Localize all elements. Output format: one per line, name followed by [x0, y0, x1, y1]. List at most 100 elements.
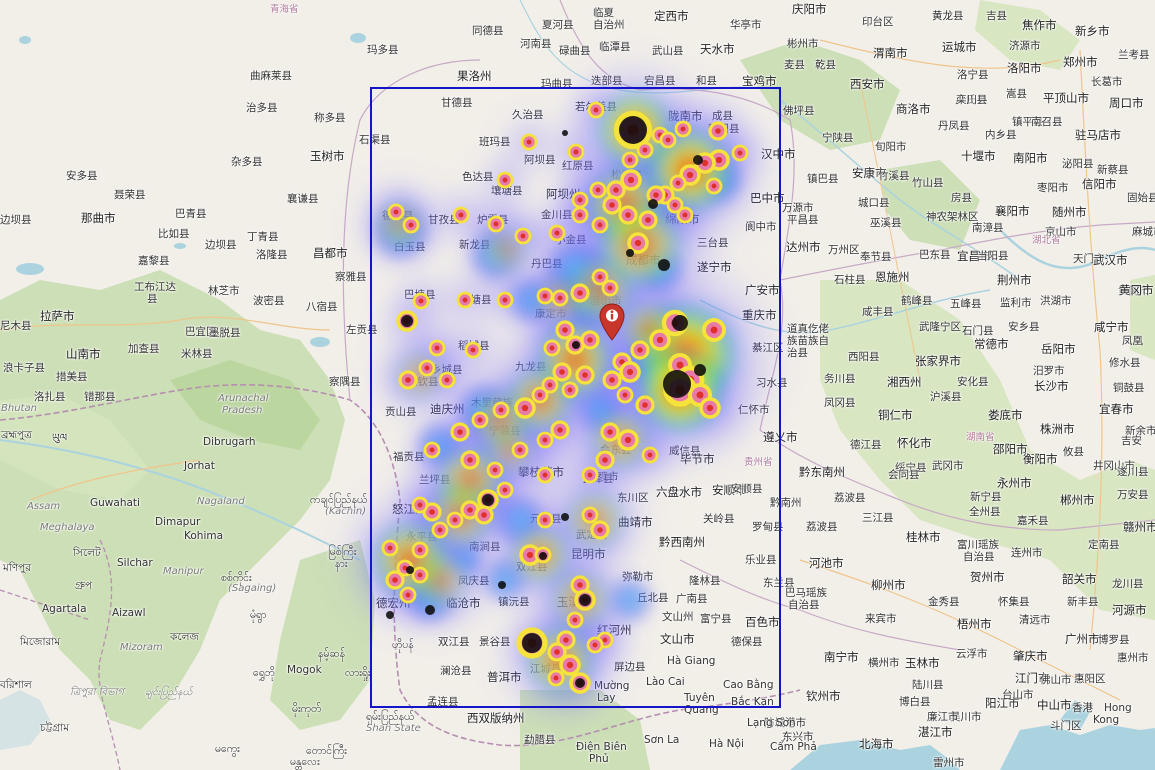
place-label: 东川区	[617, 492, 649, 504]
place-label: 中山市	[1037, 698, 1072, 712]
place-label: 江门市	[1015, 671, 1050, 685]
place-label: 襄阳市	[995, 204, 1030, 218]
place-label: 玉林市	[905, 656, 940, 670]
place-label: ဟိုပန်	[392, 639, 414, 651]
place-label: 石柱县	[834, 274, 866, 286]
info-marker-pin[interactable]	[599, 303, 625, 345]
place-label: 枣阳市	[1037, 182, 1069, 194]
place-label: Shan State	[366, 723, 421, 734]
place-label: চট্টগ্রাম	[40, 722, 70, 734]
place-label: 波密县	[253, 295, 285, 307]
place-label: 米林县	[181, 348, 213, 360]
place-label: 左贡县	[346, 324, 378, 336]
place-label: 咸丰县	[862, 306, 894, 318]
place-label: 长葛市	[1091, 76, 1123, 88]
place-label: 聂荣县	[114, 189, 146, 201]
place-label: 会同县	[888, 469, 920, 481]
place-label: 天门市	[1073, 253, 1105, 265]
place-label: 洪湖市	[1040, 295, 1072, 307]
place-label: 湖北省	[1032, 235, 1061, 246]
place-label: Điện Biên	[576, 741, 627, 753]
place-label: 澜沧县	[440, 665, 472, 677]
place-label: 武隆宁区	[919, 321, 961, 333]
place-label: 久治县	[512, 109, 544, 121]
place-label: 孟连县	[427, 696, 459, 708]
place-label: 荆州市	[997, 273, 1032, 287]
place-label: 贺州市	[970, 570, 1005, 584]
place-label: 佛坪县	[783, 105, 815, 117]
place-label: 惠阳区	[1074, 673, 1106, 685]
place-label: 卢氏县	[955, 94, 987, 106]
place-label: 碌曲县	[559, 45, 591, 57]
place-label: 乡城县	[431, 364, 463, 376]
place-label: 安化县	[957, 376, 989, 388]
place-label: 果洛州	[457, 69, 492, 83]
place-label: 吉县	[986, 10, 1007, 22]
place-label: 奉节县	[860, 251, 892, 263]
place-label: 云浮市	[956, 648, 988, 660]
place-label: 自治县	[963, 551, 995, 563]
place-label: 宜春市	[1099, 402, 1134, 416]
place-label: 五峰县	[950, 298, 982, 310]
place-label: 怀化市	[897, 436, 932, 450]
place-label: 乐业县	[745, 554, 777, 566]
place-label: 重庆市	[742, 308, 777, 322]
place-label: 嵩县	[1006, 88, 1027, 100]
place-label: Hong	[1104, 702, 1132, 714]
place-label: ব্রহ্মপুত্র	[1, 429, 32, 441]
place-label: 习水县	[756, 377, 788, 389]
place-label: 略阳县	[708, 123, 740, 135]
place-label: 红原县	[562, 160, 594, 172]
place-label: 株洲市	[1040, 422, 1075, 436]
place-label: 德宏州	[376, 596, 411, 610]
place-label: 德格县	[382, 210, 414, 222]
place-label: 拉萨市	[40, 309, 75, 323]
place-label: 新宁县	[970, 491, 1002, 503]
place-label: 昆明市	[571, 547, 606, 561]
place-label: 钦州市	[806, 689, 841, 703]
place-label: 巴青县	[175, 208, 207, 220]
place-label: 监利市	[1000, 297, 1032, 309]
place-label: 沪溪县	[930, 391, 962, 403]
place-label: 河南县	[520, 38, 552, 50]
place-label: 咸宁市	[1094, 320, 1129, 334]
place-label: 甘德县	[441, 97, 473, 109]
place-label: 九龙县	[515, 361, 547, 373]
place-label: 湖南省	[966, 432, 995, 443]
place-label: 镇巴县	[807, 173, 839, 185]
place-label: 新乡市	[1075, 24, 1110, 38]
place-label: 廉江市	[927, 711, 959, 723]
place-label: 井冈山市	[1093, 460, 1135, 472]
place-label: Agartala	[42, 603, 87, 615]
place-label: 双江县	[438, 636, 470, 648]
place-label: 同德县	[472, 25, 504, 37]
place-label: 文山市	[660, 632, 695, 646]
place-label: 黔东南州	[799, 465, 845, 479]
place-label: 定西市	[654, 9, 689, 23]
place-label: 青海省	[270, 4, 299, 15]
place-label: 麻城市	[1132, 226, 1155, 238]
place-label: গ্রুপ	[75, 580, 93, 592]
place-label: 红河州	[597, 623, 632, 637]
place-label: (Kachin)	[325, 506, 367, 517]
place-label: 武汉市	[1093, 253, 1128, 267]
place-label: কলেজ	[170, 631, 199, 643]
place-label: 新蔡县	[1097, 164, 1129, 176]
place-label: 安康市	[852, 166, 887, 180]
place-label: 金川县	[541, 209, 573, 221]
place-label: সিলেট	[73, 547, 101, 559]
place-label: 若尔盖县	[575, 101, 617, 113]
place-label: 务川县	[824, 373, 856, 385]
place-label: মিজোরাম	[20, 636, 61, 648]
place-label: 工布江达	[134, 281, 176, 293]
place-label: 广南县	[676, 593, 708, 605]
place-label: 韶关市	[1062, 572, 1097, 586]
place-label: 宕昌县	[644, 75, 676, 87]
place-label: 永平县	[406, 531, 438, 543]
place-label: Jorhat	[184, 460, 215, 472]
place-label: 富川瑶族	[957, 539, 999, 551]
place-label: 泌阳县	[1062, 158, 1094, 170]
place-label: 双江县	[516, 561, 548, 573]
place-label: 阿坝县	[524, 154, 556, 166]
